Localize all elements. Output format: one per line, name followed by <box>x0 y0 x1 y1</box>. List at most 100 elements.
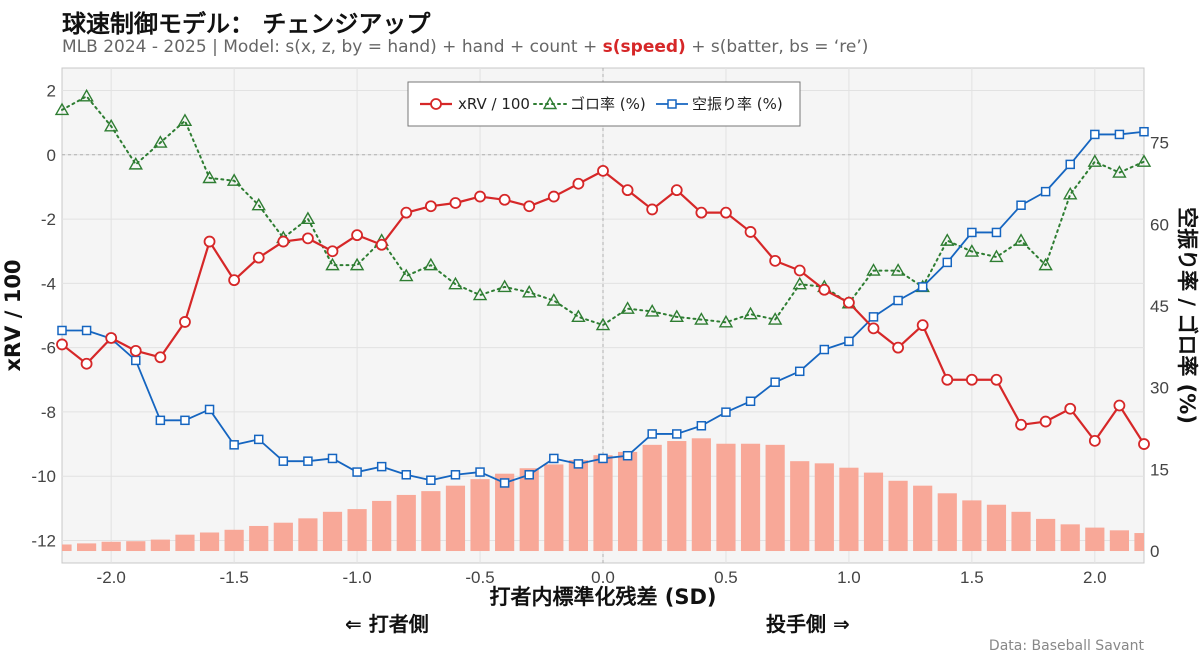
histogram-bar <box>937 493 957 552</box>
whiff-rate-point <box>229 440 239 450</box>
y2-tick-label: 0 <box>1150 542 1159 561</box>
xrv-point <box>793 264 806 277</box>
whiff-rate-point <box>770 377 780 387</box>
pitcher-side-label: 投手側 ⇒ <box>766 612 850 636</box>
y-tick-label: -10 <box>31 467 56 486</box>
xrv-point <box>769 254 782 267</box>
subtitle-highlight: s(speed) <box>602 37 686 57</box>
histogram-bar <box>986 504 1007 552</box>
histogram-bar <box>863 472 884 552</box>
y-tick-label: -8 <box>41 403 56 422</box>
whiff-rate-point <box>499 478 510 488</box>
x-tick-label: 0.5 <box>714 568 738 587</box>
ground-ball-rate-point <box>546 293 562 306</box>
histogram-bar <box>568 460 588 552</box>
histogram-bar <box>913 485 933 552</box>
histogram-bar <box>101 541 121 552</box>
y2-tick-label: 15 <box>1150 460 1169 479</box>
ground-ball-rate-point <box>1063 186 1078 200</box>
whiff-rate-point <box>622 450 633 461</box>
ground-ball-rate-point <box>669 309 684 323</box>
whiff-rate-point <box>573 459 584 469</box>
legend-entry: ゴロ率 (%) <box>570 95 646 113</box>
ground-ball-rate-point <box>300 211 316 225</box>
histogram-bar <box>740 443 761 552</box>
histogram-bar <box>716 443 736 552</box>
ground-ball-rate-point <box>767 312 783 325</box>
ground-ball-rate-point <box>522 284 537 298</box>
histogram-bar <box>372 500 392 552</box>
histogram-bar <box>1134 533 1144 552</box>
y-tick-label: 0 <box>47 146 56 165</box>
subtitle-prefix: MLB 2024 - 2025 | Model: s(x, z, by = ha… <box>62 37 603 57</box>
xrv-point <box>547 190 560 203</box>
whiff-rate-point <box>721 407 731 417</box>
xrv-point <box>1039 415 1052 428</box>
xrv-point <box>400 206 413 219</box>
whiff-rate-point <box>450 470 461 480</box>
xrv-point <box>1138 438 1150 450</box>
xrv-point <box>375 238 388 251</box>
histogram-bar <box>618 451 638 552</box>
xrv-point <box>449 197 462 209</box>
xrv-point <box>867 322 880 335</box>
legend-swatch-marker <box>667 99 677 109</box>
histogram-bar <box>126 541 146 552</box>
ground-ball-rate-point <box>964 244 980 257</box>
ground-ball-rate-point <box>153 135 168 148</box>
whiff-rate-point <box>917 282 928 292</box>
xrv-point <box>1015 418 1027 431</box>
batter-side-label: ⇐ 打者側 <box>345 612 429 636</box>
x-tick-label: -2.0 <box>97 568 126 587</box>
y-tick-label: 2 <box>47 82 56 101</box>
legend-box <box>407 81 801 127</box>
ground-ball-rate-point <box>497 279 512 293</box>
ground-ball-rate-point <box>644 304 660 317</box>
xrv-point <box>228 274 241 287</box>
ground-ball-rate-point <box>251 197 266 211</box>
xrv-point <box>56 338 68 351</box>
xrv-point <box>1113 399 1126 412</box>
ground-ball-rate-point <box>54 102 70 116</box>
whiff-rate-point <box>1065 159 1075 170</box>
xrv-point <box>621 184 634 197</box>
x-tick-label: -0.5 <box>465 568 494 587</box>
histogram-bar <box>839 467 859 552</box>
ground-ball-rate-point <box>202 170 217 184</box>
histogram-bar <box>667 441 687 552</box>
xrv-point <box>695 206 708 219</box>
whiff-rate-point <box>991 227 1002 238</box>
xrv-point <box>646 203 659 216</box>
xrv-point <box>203 235 216 248</box>
y-tick-label: -6 <box>41 339 56 358</box>
xrv-point <box>474 190 486 203</box>
histogram-bar <box>77 543 97 552</box>
ground-ball-rate-point <box>1087 154 1103 167</box>
histogram-bar <box>642 444 662 552</box>
x-tick-label: -1.0 <box>342 568 371 587</box>
xrv-point <box>154 351 167 364</box>
whiff-rate-point <box>475 467 485 477</box>
y-tick-label: -12 <box>31 532 56 551</box>
ground-ball-rate-point <box>694 312 709 325</box>
histogram-bar <box>347 509 367 552</box>
ground-ball-rate-point <box>423 257 439 271</box>
y-tick-label: -4 <box>41 274 56 293</box>
ground-ball-rate-point <box>1038 257 1053 271</box>
histogram-bar <box>1036 518 1056 552</box>
histogram-bar <box>790 461 810 552</box>
histogram-bar <box>224 529 244 552</box>
ground-ball-rate-point <box>103 118 119 132</box>
histogram-bar <box>1109 530 1129 552</box>
whiff-rate-point <box>352 467 362 477</box>
ground-ball-rate-point <box>226 173 242 186</box>
y2-tick-label: 30 <box>1150 379 1169 398</box>
histogram-bar <box>421 491 441 552</box>
x-tick-label: 0.0 <box>591 568 615 587</box>
whiff-rate-point <box>745 396 756 407</box>
histogram-bar <box>962 500 982 552</box>
whiff-rate-point <box>327 453 338 464</box>
ground-ball-rate-point <box>866 263 881 276</box>
ground-ball-rate-point <box>472 287 488 301</box>
ground-ball-rate-point <box>792 276 807 290</box>
